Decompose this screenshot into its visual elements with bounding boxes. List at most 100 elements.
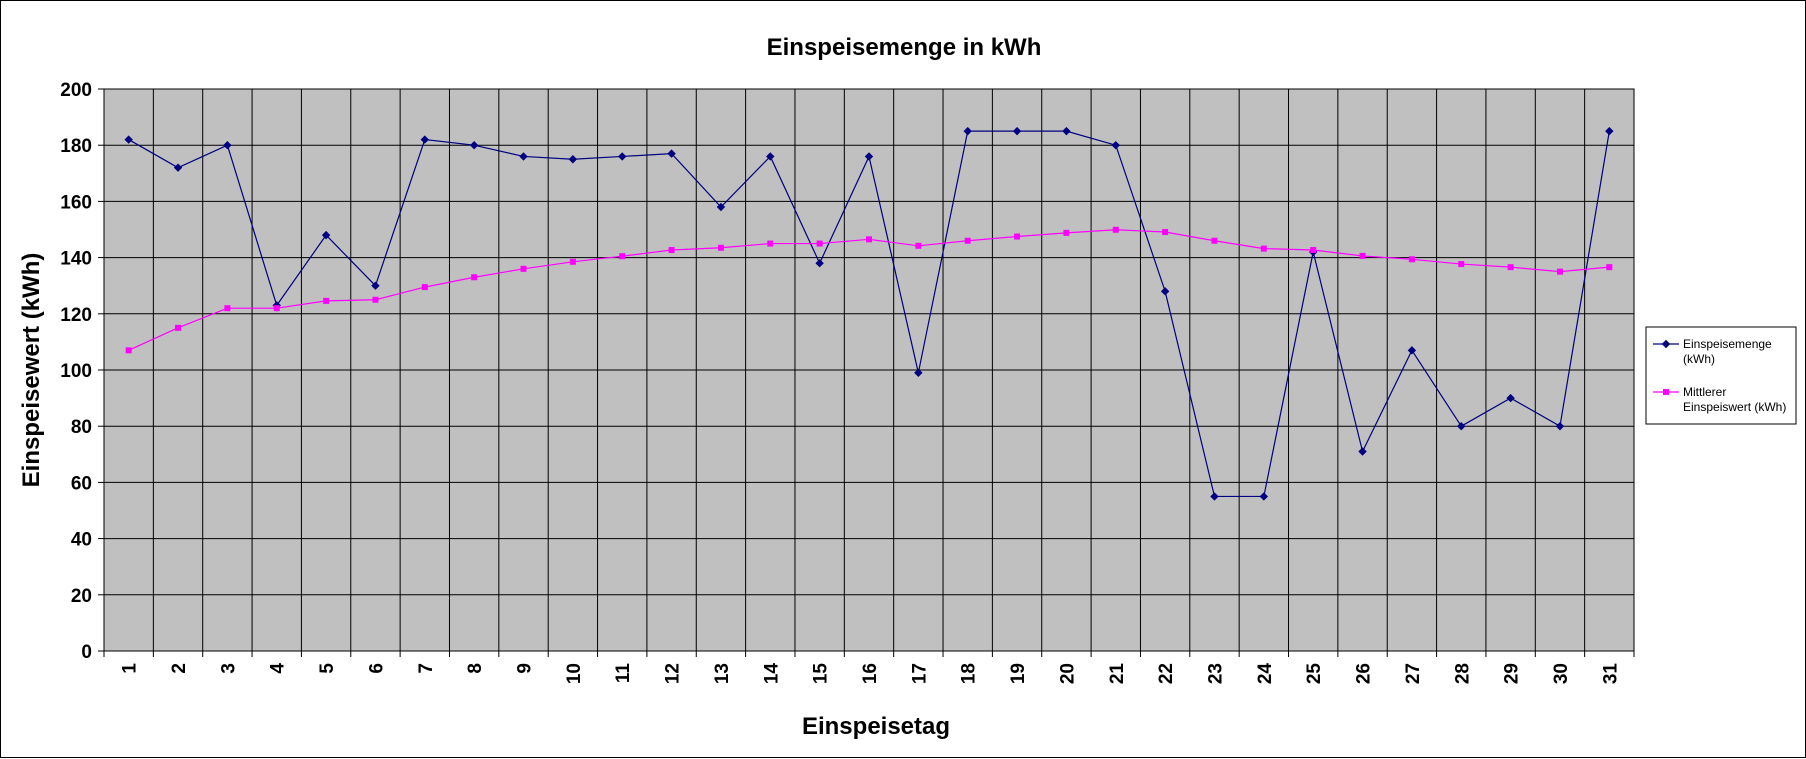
data-point [1211,237,1218,244]
data-point [1162,229,1169,236]
data-point [421,284,428,291]
data-point [1606,264,1613,271]
y-axis: 0 20 40 60 80 100 120 140 160 180 200 [60,80,104,663]
x-tick-label: 6 [366,663,387,674]
data-point [1458,261,1465,268]
data-point [1507,264,1514,271]
data-point [668,247,675,254]
x-tick-label: 4 [268,663,289,674]
x-tick-label: 1 [120,663,141,674]
y-tick-label: 80 [71,417,92,438]
x-tick-label: 30 [1551,663,1572,684]
series-group [124,126,1614,501]
data-point [717,244,724,251]
series-1 [124,126,1614,501]
y-tick-label: 0 [81,642,92,663]
data-point [1408,256,1415,263]
data-point [1506,393,1515,403]
data-point [124,135,133,144]
y-tick-label: 140 [60,249,92,270]
data-point [1014,233,1021,240]
legend-label: (kWh) [1683,352,1715,366]
x-tick-label: 29 [1502,663,1523,684]
x-tick-label: 7 [416,663,437,674]
x-tick-label: 17 [909,663,930,684]
data-point [1062,126,1071,136]
data-point [273,305,280,312]
x-tick-label: 11 [613,663,634,684]
data-point [568,155,578,164]
x-tick-label: 26 [1354,663,1375,684]
data-point [766,152,775,161]
data-point [1012,126,1022,136]
data-point [173,163,183,172]
legend: Einspeisemenge(kWh) MittlererEinspeiswert… [1645,326,1797,425]
x-tick-label: 15 [811,663,832,685]
x-tick-label: 8 [465,663,486,674]
data-point [1259,492,1269,501]
x-tick-label: 20 [1057,663,1078,684]
x-tick-label: 21 [1107,663,1128,685]
data-point [964,237,971,244]
x-tick-label: 9 [515,663,536,674]
x-tick-label: 22 [1156,663,1177,684]
data-point [469,140,479,150]
data-point [224,305,231,312]
x-axis: 1 2 3 4 5 6 7 8 9 10 11 12 13 14 15 16 17 18 19 20 21 22 23 24 2… [103,651,1635,685]
x-tick-label: 3 [218,663,239,674]
x-tick-label: 25 [1304,663,1325,685]
x-tick-label: 23 [1205,663,1226,684]
data-point [175,324,182,331]
data-point [323,297,330,304]
data-point [618,152,627,161]
data-point [125,347,132,354]
data-point [1160,287,1170,296]
data-point [1111,140,1120,150]
data-point [619,253,626,260]
data-point [1359,252,1366,259]
y-tick-label: 120 [60,305,92,326]
legend-label: Einspeiswert (kWh) [1683,400,1786,414]
y-tick-label: 40 [71,530,92,551]
data-point [1260,245,1267,252]
y-tick-label: 20 [71,586,92,607]
legend-label: Einspeisemenge [1683,337,1772,351]
x-tick-label: 16 [860,663,881,684]
data-point [1605,126,1614,136]
x-tick-label: 18 [959,663,980,684]
y-tick-label: 200 [60,80,92,101]
x-tick-label: 14 [761,663,782,685]
data-point [915,242,922,249]
y-axis-title: Einspeisewert (kWh) [18,253,45,488]
data-point [914,368,923,378]
data-point [471,274,478,281]
data-point [864,152,874,161]
data-point [767,240,774,247]
data-point [1556,268,1563,275]
data-point [420,135,430,144]
data-point [815,259,824,268]
x-tick-label: 19 [1008,663,1029,684]
legend-items: Einspeisemenge(kWh) MittlererEinspeiswert… [1653,337,1786,414]
legend-box [1645,326,1797,425]
data-point [321,230,331,240]
y-tick-label: 100 [60,361,92,382]
legend-label: Mittlerer [1683,385,1726,399]
data-point [1063,229,1070,236]
legend-swatch-marker [1663,389,1669,395]
data-point [1210,492,1219,501]
x-tick-label: 10 [564,663,585,684]
data-point [1407,346,1417,355]
data-point [1457,421,1466,431]
data-point [569,258,576,265]
x-tick-label: 28 [1452,663,1473,684]
data-point [371,281,380,290]
data-point [1358,447,1367,456]
data-point [866,236,872,243]
data-point [1555,421,1565,431]
x-tick-label: 5 [317,663,338,674]
x-tick-label: 24 [1255,663,1276,685]
